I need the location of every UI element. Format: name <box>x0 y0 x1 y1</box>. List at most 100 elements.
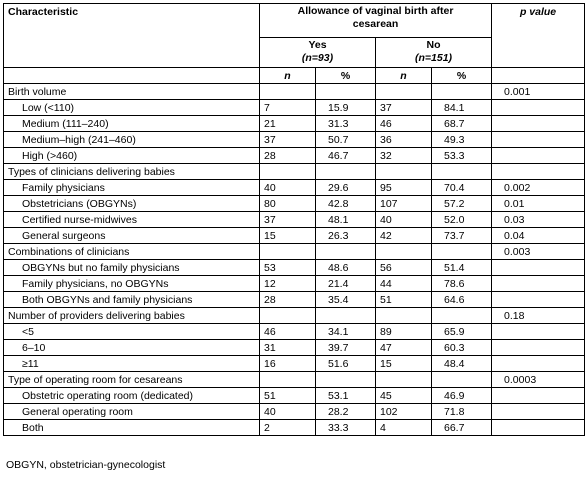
yes-pct-cell: 48.6 <box>315 259 376 276</box>
yes-n-cell: 53 <box>259 259 316 276</box>
section-row: Types of clinicians delivering babies <box>3 163 586 180</box>
row-label: General operating room <box>3 403 260 420</box>
yes-n-cell: 12 <box>259 275 316 292</box>
no-pct-cell: 84.1 <box>430 99 493 116</box>
yes-pct-cell: 46.7 <box>315 147 376 164</box>
section-p-value: 0.003 <box>491 243 586 260</box>
p-value-cell: 0.002 <box>491 179 586 196</box>
no-pct-cell: 71.8 <box>430 403 493 420</box>
no-n-cell: 89 <box>375 323 432 340</box>
table-row: Both 2 33.3 4 66.7 <box>3 419 586 436</box>
no-n-subheader: n <box>375 67 432 84</box>
no-n-cell: 44 <box>375 275 432 292</box>
row-label: Both <box>3 419 260 436</box>
section-label: Type of operating room for cesareans <box>3 371 260 388</box>
empty-cell <box>315 371 376 388</box>
p-value-cell: 0.01 <box>491 195 586 212</box>
row-label: ≥11 <box>3 355 260 372</box>
characteristic-header: Characteristic <box>3 3 260 68</box>
yes-n-subheader: n <box>259 67 316 84</box>
no-n-cell: 40 <box>375 211 432 228</box>
no-pct-subheader: % <box>430 67 493 84</box>
yes-pct-cell: 15.9 <box>315 99 376 116</box>
p-value-cell <box>491 339 586 356</box>
yes-n-cell: 31 <box>259 339 316 356</box>
no-n-cell: 4 <box>375 419 432 436</box>
yes-pct-cell: 42.8 <box>315 195 376 212</box>
no-n-cell: 47 <box>375 339 432 356</box>
yes-pct-cell: 35.4 <box>315 291 376 308</box>
no-pct-cell: 60.3 <box>430 339 493 356</box>
yes-n-cell: 37 <box>259 131 316 148</box>
section-row: Number of providers delivering babies 0.1… <box>3 307 586 324</box>
empty-cell <box>375 163 432 180</box>
results-table-container: Characteristic Allowance of vaginal birt… <box>3 3 586 436</box>
no-pct-cell: 52.0 <box>430 211 493 228</box>
table-row: High (>460) 28 46.7 32 53.3 <box>3 147 586 164</box>
empty-cell <box>259 371 316 388</box>
p-value-cell <box>491 323 586 340</box>
empty-cell <box>375 83 432 100</box>
empty-cell <box>259 83 316 100</box>
table-row: General operating room 40 28.2 102 71.8 <box>3 403 586 420</box>
yes-pct-cell: 29.6 <box>315 179 376 196</box>
yes-n-cell: 51 <box>259 387 316 404</box>
yes-n-cell: 28 <box>259 291 316 308</box>
no-n-cell: 37 <box>375 99 432 116</box>
no-pct-cell: 49.3 <box>430 131 493 148</box>
no-pct-cell: 73.7 <box>430 227 493 244</box>
table-row: Medium (111–240) 21 31.3 46 68.7 <box>3 115 586 132</box>
empty-cell <box>315 83 376 100</box>
no-header: No (n=151) <box>374 37 493 68</box>
p-value-cell: 0.03 <box>491 211 586 228</box>
empty-cell <box>259 243 316 260</box>
p-value-cell <box>491 99 586 116</box>
yes-n-cell: 46 <box>259 323 316 340</box>
table-row: OBGYNs but no family physicians 53 48.6 56 5… <box>3 259 586 276</box>
yes-pct-cell: 34.1 <box>315 323 376 340</box>
no-n-label: (n=151) <box>414 52 453 64</box>
row-label: <5 <box>3 323 260 340</box>
yes-pct-cell: 51.6 <box>315 355 376 372</box>
no-pct-cell: 70.4 <box>430 179 493 196</box>
row-label: Family physicians <box>3 179 260 196</box>
no-pct-cell: 65.9 <box>430 323 493 340</box>
subheader-p-blank <box>491 67 586 84</box>
yes-pct-cell: 50.7 <box>315 131 376 148</box>
no-n-cell: 15 <box>375 355 432 372</box>
p-value-cell <box>491 147 586 164</box>
no-n-cell: 51 <box>375 291 432 308</box>
yes-pct-cell: 31.3 <box>315 115 376 132</box>
yes-header: Yes (n=93) <box>259 37 376 68</box>
yes-n-cell: 7 <box>259 99 316 116</box>
empty-cell <box>375 307 432 324</box>
p-value-cell <box>491 403 586 420</box>
no-pct-cell: 64.6 <box>430 291 493 308</box>
no-n-cell: 32 <box>375 147 432 164</box>
no-n-cell: 102 <box>375 403 432 420</box>
subheader-blank <box>3 67 260 84</box>
table-row: Obstetric operating room (dedicated) 51 53… <box>3 387 586 404</box>
p-value-cell <box>491 131 586 148</box>
section-label: Types of clinicians delivering babies <box>3 163 260 180</box>
no-n-cell: 56 <box>375 259 432 276</box>
section-row: Type of operating room for cesareans 0.00… <box>3 371 586 388</box>
empty-cell <box>315 163 376 180</box>
no-n-cell: 36 <box>375 131 432 148</box>
empty-cell <box>430 371 493 388</box>
row-label: Both OBGYNs and family physicians <box>3 291 260 308</box>
table-row: Low (<110) 7 15.9 37 84.1 <box>3 99 586 116</box>
no-n-cell: 42 <box>375 227 432 244</box>
section-p-value: 0.001 <box>491 83 586 100</box>
results-table: Characteristic Allowance of vaginal birt… <box>3 3 586 436</box>
p-value-cell: 0.04 <box>491 227 586 244</box>
yes-n-cell: 40 <box>259 179 316 196</box>
empty-cell <box>430 163 493 180</box>
yes-pct-cell: 53.1 <box>315 387 376 404</box>
empty-cell <box>259 307 316 324</box>
yes-n-cell: 80 <box>259 195 316 212</box>
no-pct-cell: 51.4 <box>430 259 493 276</box>
row-label: Obstetricians (OBGYNs) <box>3 195 260 212</box>
no-pct-cell: 66.7 <box>430 419 493 436</box>
table-row: 6–10 31 39.7 47 60.3 <box>3 339 586 356</box>
